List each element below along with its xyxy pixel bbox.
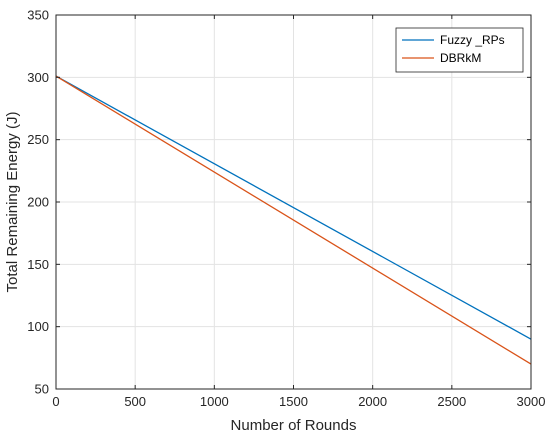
tick-labels: 0 500 1000 1500 2000 2500 3000 50 100 150 200 250 30…: [27, 8, 545, 410]
x-tick-label: 2500: [437, 394, 466, 409]
x-tick-label: 2000: [358, 394, 387, 409]
x-axis-title: Number of Rounds: [231, 417, 357, 434]
y-axis-title: Total Remaining Energy (J): [4, 112, 21, 293]
y-tick-label: 350: [27, 8, 49, 23]
legend-label-dbrkm: DBRkM: [440, 51, 481, 65]
y-tick-label: 250: [27, 132, 49, 147]
series-line-fuzzy-rps: [55, 75, 532, 340]
series-layer: [55, 75, 532, 365]
y-tick-label: 50: [35, 382, 49, 397]
y-tick-label: 300: [27, 70, 49, 85]
x-tick-label: 500: [124, 394, 146, 409]
legend-label-fuzzy-rps: Fuzzy _RPs: [440, 33, 505, 47]
y-tick-label: 150: [27, 257, 49, 272]
ticks: [55, 14, 532, 390]
x-tick-label: 3000: [517, 394, 546, 409]
series-line-dbrkm: [55, 75, 532, 365]
x-tick-label: 1000: [200, 394, 229, 409]
x-tick-label: 0: [52, 394, 59, 409]
x-tick-label: 1500: [279, 394, 308, 409]
legend: Fuzzy _RPs DBRkM: [395, 27, 524, 73]
y-tick-label: 200: [27, 195, 49, 210]
y-tick-label: 100: [27, 319, 49, 334]
legend-box: [395, 27, 524, 73]
